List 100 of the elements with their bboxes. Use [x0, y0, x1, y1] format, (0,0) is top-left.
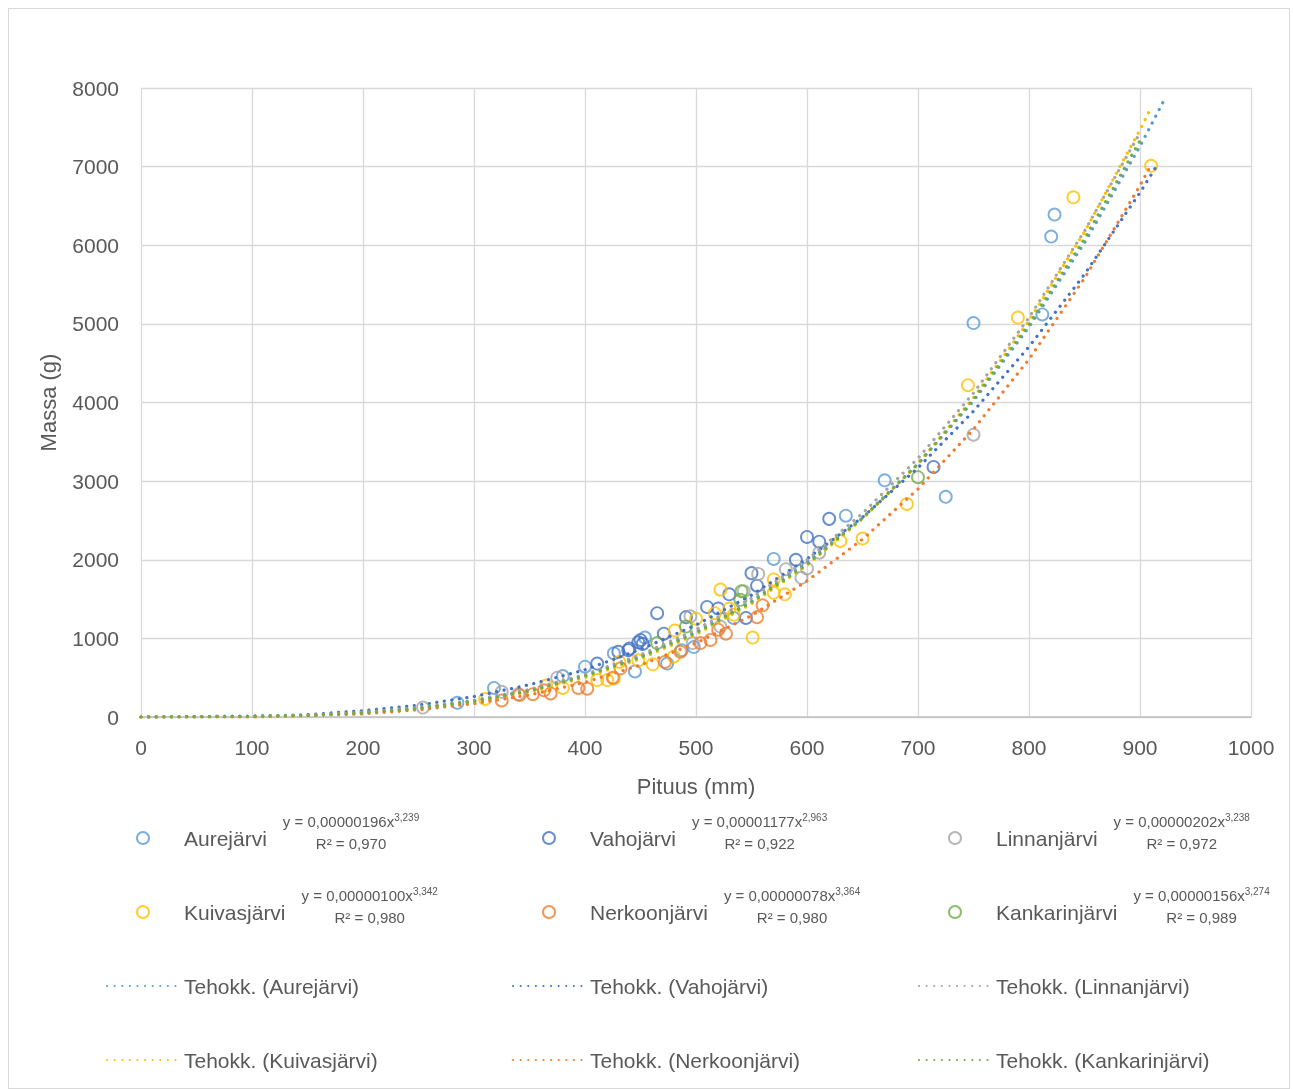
point: [612, 655, 627, 669]
point: [750, 610, 764, 625]
text: R² = 0,989: [1165, 908, 1238, 928]
point: [800, 530, 814, 544]
point: [628, 664, 642, 679]
point: [666, 649, 681, 664]
point: [611, 644, 626, 659]
legend-label: Tehokk. (Nerkoonjärvi): [590, 1048, 801, 1072]
point: [689, 611, 703, 626]
text: y = 0,00000078x$^{3,364}$: [723, 885, 861, 906]
text: y = 0,00000156x$^{3,274}$: [1133, 885, 1270, 906]
point: [739, 610, 753, 625]
point: [613, 661, 628, 676]
point: [899, 496, 914, 511]
point: [751, 566, 766, 581]
point: [638, 630, 652, 645]
point: [494, 693, 509, 708]
text: R² = 0,972: [1145, 834, 1218, 854]
y-tick-label: 0: [107, 705, 119, 729]
point: [711, 601, 726, 616]
text: R² = 0,980: [333, 908, 406, 928]
point: [713, 582, 728, 597]
point: [550, 670, 565, 685]
text: R² = 0,970: [314, 834, 388, 854]
text: R² = 0,980: [755, 908, 829, 928]
x-tick-label: 100: [234, 736, 270, 759]
point: [525, 687, 540, 702]
point: [656, 626, 671, 641]
point: [543, 686, 558, 701]
point: [416, 700, 430, 715]
point: [1144, 158, 1159, 173]
point: [966, 427, 981, 442]
point: [555, 669, 570, 684]
point: [685, 636, 700, 651]
x-tick-label: 800: [1011, 736, 1047, 759]
point: [1047, 207, 1062, 222]
x-tick-label: 200: [345, 736, 381, 759]
point: [536, 683, 551, 698]
point: [745, 630, 760, 645]
point: [794, 570, 809, 585]
point: [700, 599, 715, 614]
point: [683, 609, 698, 624]
point: [707, 606, 722, 621]
point: [667, 623, 682, 638]
point: [788, 552, 803, 567]
y-tick-label: 1000: [72, 626, 119, 650]
x-tick-label: 700: [900, 736, 936, 759]
point: [812, 534, 827, 549]
point: [744, 566, 759, 581]
point: [855, 531, 870, 546]
x-axis-title: Pituus (mm): [636, 773, 756, 799]
legend-label: Kuivasjärvi: [184, 900, 286, 924]
text: y = 0,00000196x$^{3,239}$: [282, 811, 420, 832]
legend-label: Kankarinjärvi: [996, 900, 1118, 924]
legend-label: Tehokk. (Kuivasjärvi): [184, 1048, 378, 1072]
point: [838, 508, 853, 523]
point: [822, 511, 837, 526]
point: [494, 684, 509, 699]
point: [693, 636, 708, 651]
point: [590, 656, 605, 671]
legend-label: Vahojärvi: [590, 826, 676, 850]
point: [1010, 310, 1025, 325]
y-tick-label: 3000: [72, 469, 119, 493]
point: [539, 678, 554, 693]
point: [450, 695, 465, 710]
point: [487, 680, 501, 695]
legend-label: Tehokk. (Vahojärvi): [590, 974, 769, 998]
point: [555, 680, 570, 695]
y-tick-label: 4000: [72, 391, 119, 414]
text: R² = 0,922: [723, 834, 796, 854]
point: [812, 545, 827, 560]
text: y = 0,00000100x$^{3,342}$: [301, 885, 438, 906]
point: [777, 587, 792, 602]
y-tick-label: 2000: [72, 548, 119, 572]
point: [686, 640, 701, 654]
point: [679, 619, 693, 634]
text: y = 0,00001177x$^{2,963}$: [691, 811, 828, 832]
point: [766, 585, 781, 600]
legend-label: Aurejärvi: [184, 826, 267, 850]
point: [911, 470, 925, 485]
y-tick-label: 6000: [72, 233, 119, 257]
point: [606, 646, 621, 661]
point: [733, 592, 748, 607]
y-axis-title: Massa (g): [35, 353, 61, 452]
x-tick-label: 300: [456, 736, 492, 759]
point: [1066, 190, 1081, 205]
point: [750, 578, 764, 593]
point: [571, 680, 586, 695]
point: [966, 316, 981, 331]
point: [679, 610, 693, 625]
point: [722, 601, 737, 616]
point: [590, 673, 605, 687]
point: [478, 691, 493, 706]
point: [926, 460, 941, 474]
x-tick-label: 500: [678, 736, 714, 759]
point: [703, 633, 718, 647]
point: [800, 561, 814, 576]
point: [778, 562, 793, 577]
point: [719, 626, 733, 641]
point: [631, 653, 646, 668]
